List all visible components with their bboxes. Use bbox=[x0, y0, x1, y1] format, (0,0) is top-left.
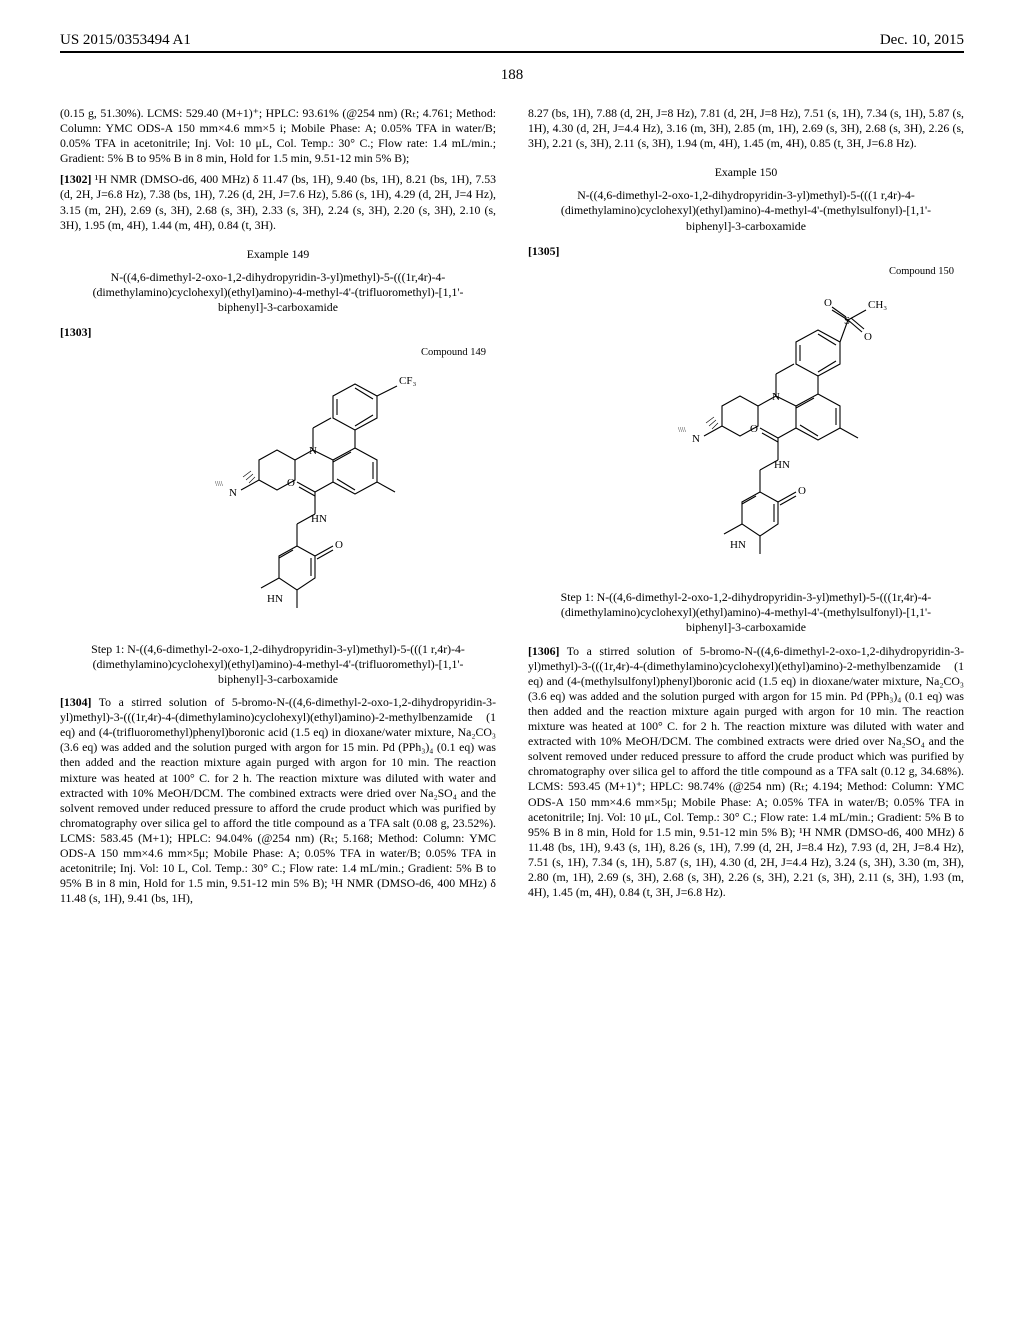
compound-149-label: Compound 149 bbox=[60, 346, 496, 359]
nme-atom: N bbox=[229, 487, 237, 499]
n-atom: N bbox=[309, 445, 317, 457]
o-ring-150: O bbox=[798, 485, 806, 497]
right-column: 8.27 (bs, 1H), 7.88 (d, 2H, J=8 Hz), 7.8… bbox=[528, 106, 964, 912]
publication-date: Dec. 10, 2015 bbox=[880, 32, 964, 49]
left-column: (0.15 g, 51.30%). LCMS: 529.40 (M+1)⁺; H… bbox=[60, 106, 496, 912]
para-1304: [1304] To a stirred solution of 5-bromo-… bbox=[60, 695, 496, 906]
para-1306-text: To a stirred solution of 5-bromo-N-((4,6… bbox=[528, 644, 964, 900]
para-1302: [1302] ¹H NMR (DMSO-d6, 400 MHz) δ 11.47… bbox=[60, 172, 496, 232]
compound-149-structure: CF₃ N N \\\\ O HN O HN bbox=[60, 366, 496, 630]
nme-hash-150: \\\\ bbox=[678, 426, 686, 434]
page-header: US 2015/0353494 A1 Dec. 10, 2015 bbox=[60, 32, 964, 53]
cont-para: 8.27 (bs, 1H), 7.88 (d, 2H, J=8 Hz), 7.8… bbox=[528, 106, 964, 151]
para-1305-num: [1305] bbox=[528, 244, 559, 258]
step1-150-heading: Step 1: N-((4,6-dimethyl-2-oxo-1,2-dihyd… bbox=[528, 590, 964, 635]
hn-ring-150: HN bbox=[730, 539, 746, 551]
para-1303-num: [1303] bbox=[60, 325, 91, 339]
page-number: 188 bbox=[60, 67, 964, 84]
patent-number: US 2015/0353494 A1 bbox=[60, 32, 191, 49]
o-sulf2: O bbox=[864, 331, 872, 343]
compound-150-label: Compound 150 bbox=[528, 265, 964, 278]
hn-ring: HN bbox=[267, 593, 283, 605]
para-1303: [1303] bbox=[60, 325, 496, 340]
para-1306-num: [1306] bbox=[528, 644, 559, 658]
n-atom-150: N bbox=[772, 391, 780, 403]
nme-hash: \\\\ bbox=[215, 480, 223, 488]
para-1302-num: [1302] bbox=[60, 172, 91, 186]
hn-amide-150: HN bbox=[774, 459, 790, 471]
s-atom: S bbox=[844, 315, 850, 327]
step1-149-heading: Step 1: N-((4,6-dimethyl-2-oxo-1,2-dihyd… bbox=[60, 642, 496, 687]
para-1306: [1306] To a stirred solution of 5-bromo-… bbox=[528, 644, 964, 901]
example-150-title: Example 150 bbox=[528, 165, 964, 180]
o-carbonyl-150: O bbox=[750, 423, 758, 435]
o-carbonyl: O bbox=[287, 477, 295, 489]
compound-150-structure: O S O CH₃ N N \\\\ O HN O HN bbox=[528, 284, 964, 578]
two-column-layout: (0.15 g, 51.30%). LCMS: 529.40 (M+1)⁺; H… bbox=[60, 106, 964, 912]
ch3-label: CH₃ bbox=[868, 299, 887, 311]
hn-amide: HN bbox=[311, 513, 327, 525]
intro-para: (0.15 g, 51.30%). LCMS: 529.40 (M+1)⁺; H… bbox=[60, 106, 496, 166]
cf3-label: CF₃ bbox=[399, 375, 416, 387]
nme-atom-150: N bbox=[692, 433, 700, 445]
para-1302-text: ¹H NMR (DMSO-d6, 400 MHz) δ 11.47 (bs, 1… bbox=[60, 172, 496, 231]
patent-page: US 2015/0353494 A1 Dec. 10, 2015 188 (0.… bbox=[0, 0, 1024, 1320]
para-1304-text: To a stirred solution of 5-bromo-N-((4,6… bbox=[60, 695, 496, 905]
example-149-title: Example 149 bbox=[60, 247, 496, 262]
example-149-name: N-((4,6-dimethyl-2-oxo-1,2-dihydropyridi… bbox=[60, 270, 496, 315]
example-150-name: N-((4,6-dimethyl-2-oxo-1,2-dihydropyridi… bbox=[528, 188, 964, 233]
o-sulf1: O bbox=[824, 297, 832, 309]
para-1305: [1305] bbox=[528, 244, 964, 259]
para-1304-num: [1304] bbox=[60, 695, 91, 709]
o-ring: O bbox=[335, 539, 343, 551]
